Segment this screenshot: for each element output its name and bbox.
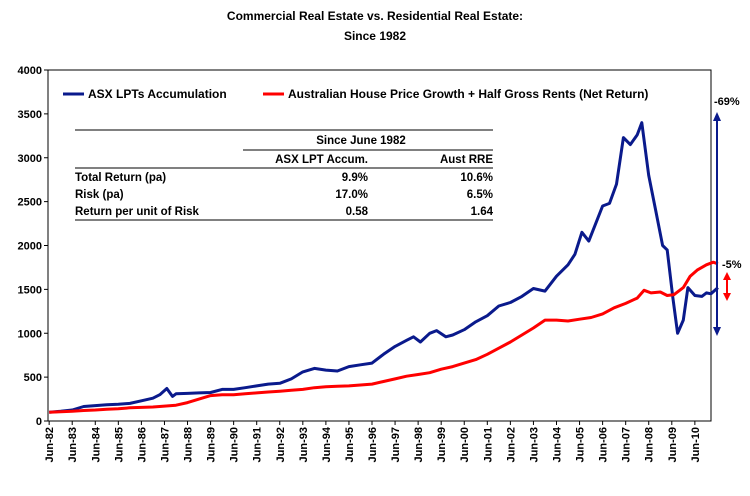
x-tick-label: Jun-98 xyxy=(413,427,425,462)
series-line-rre xyxy=(49,260,719,414)
x-tick-label: Jun-87 xyxy=(159,427,171,462)
table-row-label: Return per unit of Risk xyxy=(75,206,200,218)
x-tick-label: Jun-85 xyxy=(113,427,125,462)
x-tick-label: Jun-95 xyxy=(344,427,356,462)
summary-table: Since June 1982 ASX LPT Accum. Aust RRE … xyxy=(75,129,494,221)
x-tick-label: Jun-01 xyxy=(482,427,494,462)
y-tick-label: 0 xyxy=(36,416,42,428)
legend-label-asx: ASX LPTs Accumulation xyxy=(88,87,227,101)
x-tick-label: Jun-84 xyxy=(90,426,102,462)
y-tick-label: 3000 xyxy=(18,153,42,165)
chart-subtitle: Since 1982 xyxy=(344,29,406,43)
table-row-label: Total Return (pa) xyxy=(75,172,166,184)
x-tick-label: Jun-94 xyxy=(321,426,333,462)
table-header: Since June 1982 xyxy=(316,135,406,147)
x-tick-label: Jun-90 xyxy=(229,427,241,462)
rre-change-label: -5% xyxy=(722,259,742,271)
chart-title: Commercial Real Estate vs. Residential R… xyxy=(227,9,523,23)
asx-change-annotation: -69% xyxy=(713,96,740,336)
x-tick-label: Jun-06 xyxy=(598,427,610,462)
x-tick-label: Jun-93 xyxy=(298,427,310,462)
table-cell: 0.58 xyxy=(346,206,369,218)
y-tick-label: 2500 xyxy=(18,197,42,209)
x-tick-label: Jun-09 xyxy=(667,427,679,462)
table-col-asx: ASX LPT Accum. xyxy=(275,154,368,166)
y-tick-label: 4000 xyxy=(18,65,42,77)
x-tick-label: Jun-83 xyxy=(67,427,79,462)
x-tick-label: Jun-00 xyxy=(459,427,471,462)
y-tick-label: 1500 xyxy=(18,284,42,296)
x-tick-label: Jun-99 xyxy=(436,427,448,462)
x-tick-label: Jun-82 xyxy=(44,427,56,462)
series-lines xyxy=(49,121,719,414)
table-cell: 10.6% xyxy=(460,172,493,184)
series-line-asx xyxy=(49,121,719,414)
x-tick-label: Jun-92 xyxy=(275,427,287,462)
rre-arrow-head-down xyxy=(723,293,731,301)
x-tick-label: Jun-96 xyxy=(367,427,379,462)
y-tick-label: 500 xyxy=(24,372,42,384)
x-tick-label: Jun-91 xyxy=(252,427,264,462)
asx-arrow-head-up xyxy=(713,112,721,121)
rre-arrow-head-up xyxy=(723,272,731,280)
asx-change-label: -69% xyxy=(714,96,740,108)
x-tick-label: Jun-88 xyxy=(183,427,195,462)
legend-label-rre: Australian House Price Growth + Half Gro… xyxy=(288,87,648,101)
table-row-label: Risk (pa) xyxy=(75,189,124,201)
x-tick-label: Jun-89 xyxy=(206,427,218,462)
table-cell: 9.9% xyxy=(342,172,368,184)
table-col-rre: Aust RRE xyxy=(440,154,493,166)
plot-area xyxy=(47,69,712,422)
table-cell: 6.5% xyxy=(467,189,493,201)
x-tick-label: Jun-86 xyxy=(136,427,148,462)
x-tick-label: Jun-10 xyxy=(690,427,702,462)
y-tick-label: 1000 xyxy=(18,328,42,340)
x-axis: Jun-82 Jun-83 Jun-84 Jun-85 Jun-86 Jun-87 Jun-… xyxy=(44,421,702,462)
x-tick-label: Jun-04 xyxy=(551,426,563,462)
x-tick-label: Jun-02 xyxy=(505,427,517,462)
x-tick-label: Jun-05 xyxy=(575,427,587,462)
x-tick-label: Jun-03 xyxy=(528,427,540,462)
table-cell: 1.64 xyxy=(471,206,494,218)
y-tick-label: 3500 xyxy=(18,109,42,121)
legend: ASX LPTs Accumulation Australian House P… xyxy=(63,87,648,101)
y-axis: 0 500 1000 1500 2000 2500 3000 3500 4000 xyxy=(18,65,48,428)
rre-change-annotation: -5% xyxy=(722,259,742,301)
x-tick-label: Jun-08 xyxy=(644,427,656,462)
y-tick-label: 2000 xyxy=(18,241,42,253)
asx-arrow-head-down xyxy=(713,327,721,336)
x-tick-label: Jun-07 xyxy=(621,427,633,462)
table-cell: 17.0% xyxy=(335,189,368,201)
x-tick-label: Jun-97 xyxy=(390,427,402,462)
